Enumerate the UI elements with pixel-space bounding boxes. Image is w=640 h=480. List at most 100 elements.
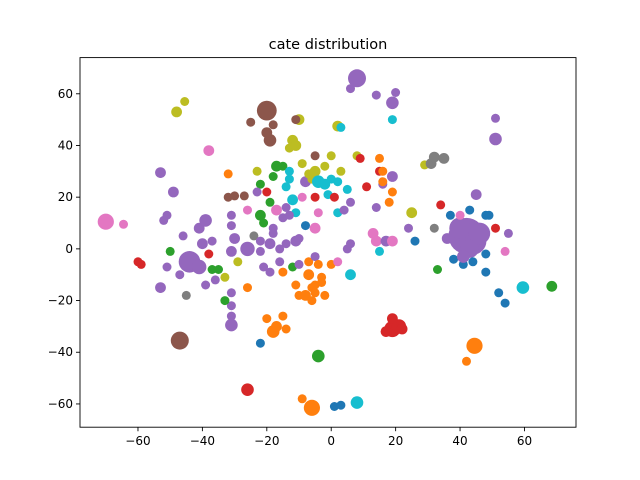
data-point [317,278,327,287]
data-point [239,191,249,201]
data-point [180,97,190,106]
data-point [275,244,285,254]
data-point [229,233,241,244]
data-point [301,221,310,231]
data-point [350,396,364,409]
data-point [226,221,236,231]
data-point [378,177,388,187]
data-point [193,222,205,234]
points-layer [97,69,558,416]
data-point [226,210,236,220]
data-point [170,331,189,350]
data-point [197,238,208,250]
data-point [275,257,285,267]
data-point [304,257,314,267]
data-point [201,280,211,290]
data-point [384,197,394,207]
data-point [264,238,276,250]
data-point [371,90,381,100]
data-point [546,280,558,292]
data-point [243,283,252,293]
data-point [210,275,220,285]
data-point [468,222,491,245]
data-point [255,246,265,256]
data-point [268,120,278,130]
data-point [303,269,315,281]
data-point [271,204,282,216]
data-point [433,265,442,274]
data-point [436,200,446,210]
x-tick-label: 0 [327,434,335,448]
data-point [336,122,346,132]
data-point [449,217,471,239]
data-point [410,236,420,246]
data-point [378,166,388,176]
data-point [313,208,323,218]
data-point [466,337,483,354]
y-tick-label: −20 [48,294,73,308]
y-tick-label: 20 [58,190,73,204]
data-point [226,288,236,298]
data-point [362,182,372,192]
data-point [119,219,128,229]
data-point [226,301,236,311]
data-point [246,117,256,127]
data-point [175,270,185,280]
y-tick-label: 60 [58,87,73,101]
x-axis: −60 −40 −20 0 20 40 60 [125,427,532,448]
data-point [346,197,355,207]
data-point [307,296,317,306]
data-point [255,236,265,246]
data-point [255,209,266,221]
data-point [265,197,275,207]
data-point [268,228,278,238]
data-point [230,191,240,201]
data-point [484,210,494,220]
data-point [255,179,265,189]
data-point [481,267,491,277]
data-point [375,153,384,163]
data-point [252,187,262,197]
data-point [225,318,238,332]
data-point [220,296,230,306]
data-point [259,262,269,272]
data-point [281,239,291,249]
data-point [243,205,252,215]
data-point [207,236,217,246]
data-point [214,265,223,274]
data-point [278,267,288,277]
data-point [333,257,343,267]
data-point [494,288,504,298]
data-point [371,203,381,212]
data-point [265,267,275,277]
data-point [465,205,475,215]
data-point [387,235,398,247]
x-tick-label: −20 [254,434,279,448]
data-point [220,272,230,282]
data-point [491,223,500,233]
data-point [192,259,207,275]
data-point [320,290,330,300]
data-point [404,223,413,233]
data-point [281,203,291,212]
data-point [278,311,288,321]
data-point [271,321,282,332]
data-point [284,174,294,184]
data-point [326,151,336,161]
data-point [336,400,346,410]
data-point [339,205,349,215]
x-tick-label: 20 [388,434,403,448]
data-point [468,257,478,267]
data-point [438,153,450,164]
data-point [178,231,188,241]
data-point [162,210,172,220]
data-point [336,166,346,176]
data-point [375,246,384,256]
data-point [226,246,237,257]
x-tick-label: −60 [125,434,150,448]
x-tick-label: 60 [517,434,532,448]
data-point [386,96,399,110]
data-point [297,159,307,169]
